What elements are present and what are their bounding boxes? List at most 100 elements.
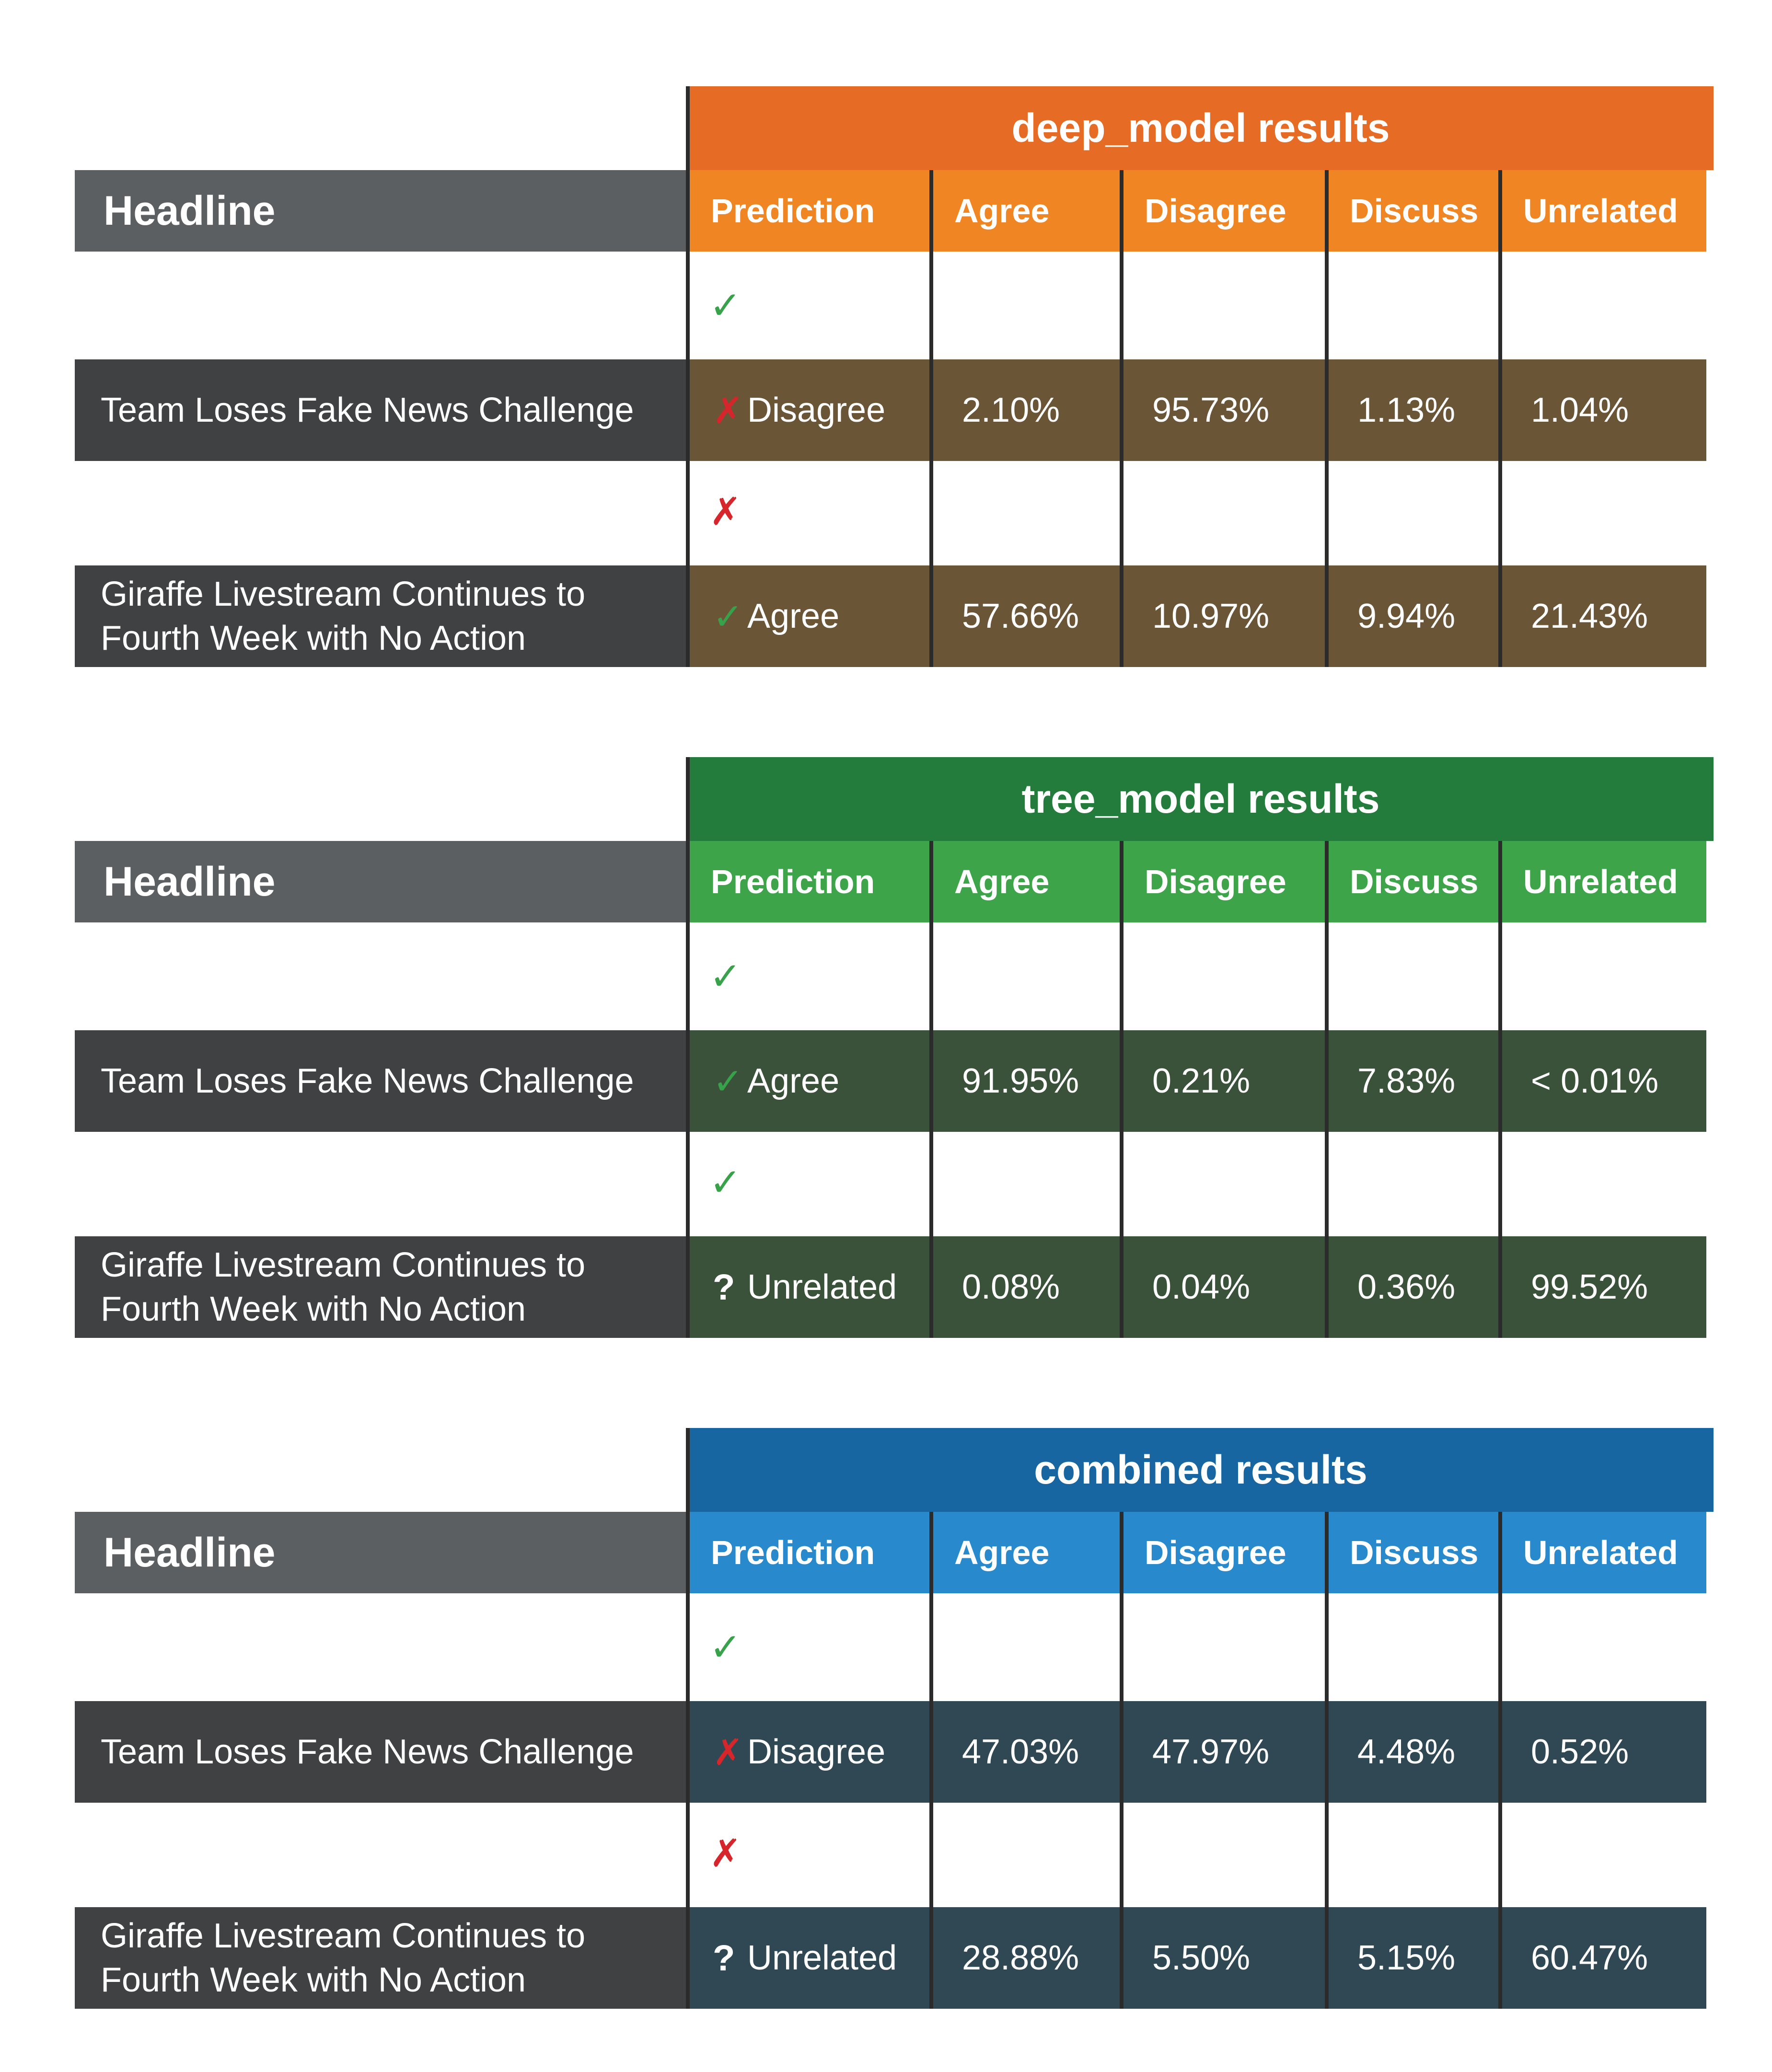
ground-truth-mark: ✓ bbox=[709, 284, 742, 327]
headline-line: Giraffe Livestream Continues to bbox=[101, 575, 586, 613]
probability-cell: 60.47% bbox=[1500, 1907, 1706, 2009]
headline-line: Giraffe Livestream Continues to bbox=[101, 1917, 586, 1955]
headline-cell: Giraffe Livestream Continues to Fourth We… bbox=[75, 1236, 688, 1338]
ground-truth-mark: ✓ bbox=[709, 1161, 742, 1204]
ground-truth-mark: ✗ bbox=[709, 490, 742, 533]
column-divider bbox=[929, 841, 933, 1338]
headline-cell: Team Loses Fake News Challenge bbox=[75, 359, 688, 461]
ground-truth-mark: ✓ bbox=[709, 955, 742, 998]
headline-line: Fourth Week with No Action bbox=[101, 1290, 526, 1328]
prediction-label: Unrelated bbox=[747, 1268, 897, 1306]
table-row: Team Loses Fake News Challenge ✓ Agree 91.9… bbox=[75, 1030, 1706, 1132]
probability-cell: 4.48% bbox=[1327, 1701, 1500, 1803]
column-divider bbox=[1120, 1512, 1123, 2009]
column-divider bbox=[1498, 1512, 1502, 2009]
headline-line: Team Loses Fake News Challenge bbox=[101, 1062, 634, 1100]
headline-column-header: Headline bbox=[75, 1512, 688, 1593]
results-table: deep_model results Headline Prediction Agre… bbox=[0, 86, 1772, 667]
headline-text: Team Loses Fake News Challenge bbox=[101, 1059, 634, 1103]
column-header: Unrelated bbox=[1500, 170, 1706, 252]
prediction-mark-icon: ✗ bbox=[713, 390, 743, 431]
results-table: combined results Headline Prediction Agree D… bbox=[0, 1428, 1772, 2009]
prediction-label: Unrelated bbox=[747, 1939, 897, 1977]
column-divider bbox=[686, 757, 690, 1338]
results-table: tree_model results Headline Prediction Agre… bbox=[0, 757, 1772, 1338]
table-title: combined results bbox=[688, 1428, 1714, 1512]
prediction-label: Agree bbox=[747, 597, 840, 635]
column-header: Unrelated bbox=[1500, 841, 1706, 922]
column-header: Disagree bbox=[1122, 1512, 1327, 1593]
table-title: tree_model results bbox=[688, 757, 1714, 841]
headline-line: Team Loses Fake News Challenge bbox=[101, 1733, 634, 1771]
headline-text: Giraffe Livestream Continues to Fourth We… bbox=[101, 1914, 585, 2002]
prediction-mark-icon: ? bbox=[713, 1266, 735, 1308]
column-divider bbox=[929, 1512, 933, 2009]
probability-cell: 2.10% bbox=[931, 359, 1122, 461]
probability-cell: 21.43% bbox=[1500, 565, 1706, 667]
probability-cell: 47.97% bbox=[1122, 1701, 1327, 1803]
column-divider bbox=[929, 170, 933, 667]
table-row: Giraffe Livestream Continues to Fourth We… bbox=[75, 565, 1706, 667]
column-divider bbox=[1120, 170, 1123, 667]
probability-cell: 0.04% bbox=[1122, 1236, 1327, 1338]
column-header: Agree bbox=[931, 170, 1122, 252]
prediction-cell: ✗ Disagree bbox=[688, 1701, 931, 1803]
probability-cell: 0.36% bbox=[1327, 1236, 1500, 1338]
column-header: Prediction bbox=[688, 841, 931, 922]
probability-cell: 1.04% bbox=[1500, 359, 1706, 461]
headline-line: Fourth Week with No Action bbox=[101, 1961, 526, 1999]
headline-text: Team Loses Fake News Challenge bbox=[101, 388, 634, 432]
probability-cell: < 0.01% bbox=[1500, 1030, 1706, 1132]
headline-column-header: Headline bbox=[75, 170, 688, 252]
column-divider bbox=[1325, 1512, 1329, 2009]
table-row: Giraffe Livestream Continues to Fourth We… bbox=[75, 1907, 1706, 2009]
table-row: Team Loses Fake News Challenge ✗ Disagree 2… bbox=[75, 359, 1706, 461]
column-divider bbox=[1325, 170, 1329, 667]
table-title: deep_model results bbox=[688, 86, 1714, 170]
headline-line: Team Loses Fake News Challenge bbox=[101, 391, 634, 429]
table-row: Giraffe Livestream Continues to Fourth We… bbox=[75, 1236, 1706, 1338]
column-header: Agree bbox=[931, 841, 1122, 922]
probability-cell: 1.13% bbox=[1327, 359, 1500, 461]
column-header: Agree bbox=[931, 1512, 1122, 1593]
prediction-cell: ✓ Agree bbox=[688, 1030, 931, 1132]
prediction-cell: ? Unrelated bbox=[688, 1907, 931, 2009]
column-header: Discuss bbox=[1327, 841, 1500, 922]
column-header: Disagree bbox=[1122, 170, 1327, 252]
column-header: Disagree bbox=[1122, 841, 1327, 922]
prediction-mark-icon: ✓ bbox=[713, 1061, 743, 1102]
table-row: Team Loses Fake News Challenge ✗ Disagree 4… bbox=[75, 1701, 1706, 1803]
headline-text: Giraffe Livestream Continues to Fourth We… bbox=[101, 572, 585, 660]
prediction-cell: ✓ Agree bbox=[688, 565, 931, 667]
column-header: Prediction bbox=[688, 170, 931, 252]
headline-text: Team Loses Fake News Challenge bbox=[101, 1730, 634, 1774]
ground-truth-mark: ✗ bbox=[709, 1832, 742, 1875]
column-divider bbox=[1120, 841, 1123, 1338]
headline-column-header: Headline bbox=[75, 841, 688, 922]
probability-cell: 47.03% bbox=[931, 1701, 1122, 1803]
probability-cell: 0.52% bbox=[1500, 1701, 1706, 1803]
probability-cell: 7.83% bbox=[1327, 1030, 1500, 1132]
prediction-mark-icon: ✓ bbox=[713, 596, 743, 637]
column-header: Unrelated bbox=[1500, 1512, 1706, 1593]
probability-cell: 91.95% bbox=[931, 1030, 1122, 1132]
column-divider bbox=[686, 86, 690, 667]
prediction-label: Disagree bbox=[747, 391, 886, 429]
prediction-label: Agree bbox=[747, 1062, 840, 1100]
probability-cell: 95.73% bbox=[1122, 359, 1327, 461]
probability-cell: 5.15% bbox=[1327, 1907, 1500, 2009]
probability-cell: 9.94% bbox=[1327, 565, 1500, 667]
probability-cell: 57.66% bbox=[931, 565, 1122, 667]
column-header: Discuss bbox=[1327, 170, 1500, 252]
column-divider bbox=[1498, 841, 1502, 1338]
column-header: Discuss bbox=[1327, 1512, 1500, 1593]
headline-cell: Giraffe Livestream Continues to Fourth We… bbox=[75, 565, 688, 667]
prediction-mark-icon: ? bbox=[713, 1937, 735, 1979]
column-divider bbox=[1498, 170, 1502, 667]
column-divider bbox=[1325, 841, 1329, 1338]
prediction-mark-icon: ✗ bbox=[713, 1732, 743, 1773]
prediction-label: Disagree bbox=[747, 1733, 886, 1771]
probability-cell: 10.97% bbox=[1122, 565, 1327, 667]
probability-cell: 0.08% bbox=[931, 1236, 1122, 1338]
